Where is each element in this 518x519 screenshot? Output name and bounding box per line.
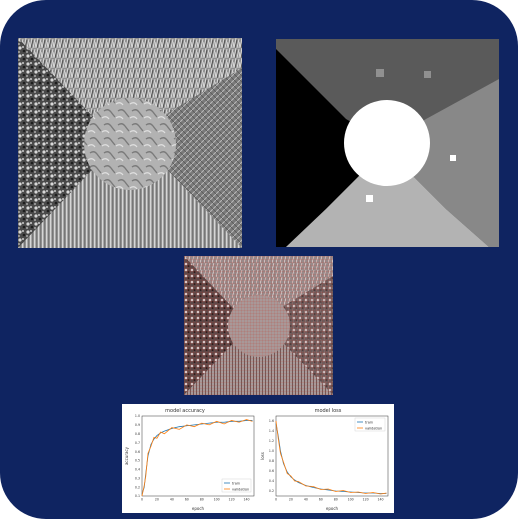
accuracy-ytick: 0.7	[135, 441, 140, 445]
accuracy-xtick: 120	[229, 498, 235, 502]
accuracy-xtick: 0	[141, 498, 143, 502]
accuracy-legend-train: train	[232, 482, 240, 486]
accuracy-xtick: 100	[214, 498, 220, 502]
accuracy-legend-validation: validation	[232, 488, 249, 492]
loss-series-validation	[275, 420, 387, 495]
accuracy-ytick: 0.8	[135, 432, 140, 436]
texture-mosaic-image	[18, 38, 242, 248]
loss-ytick: 0.8	[269, 459, 274, 463]
loss-xtick: 20	[289, 498, 293, 502]
loss-xtick: 120	[363, 498, 369, 502]
accuracy-ytick: 0.1	[135, 494, 140, 498]
loss-ylabel: loss	[260, 452, 265, 460]
loss-legend-train: train	[365, 421, 373, 425]
loss-xtick: 60	[319, 498, 323, 502]
accuracy-ytick: 0.3	[135, 476, 140, 480]
loss-xtick: 0	[275, 498, 277, 502]
segmentation-map-image	[276, 39, 499, 247]
loss-ytick: 1.0	[269, 449, 274, 453]
loss-ytick: 1.4	[269, 429, 274, 433]
loss-ytick: 1.2	[269, 439, 274, 443]
loss-legend-validation: validation	[365, 427, 382, 431]
accuracy-ytick: 0.9	[135, 423, 140, 427]
grid-overlay-image	[184, 256, 333, 395]
accuracy-xtick: 140	[243, 498, 249, 502]
accuracy-ytick: 0.5	[135, 459, 140, 463]
loss-xtick: 40	[304, 498, 308, 502]
accuracy-chart: model accuracy epoch accuracy 0.1 0.2 0.3 0…	[124, 408, 255, 511]
loss-ytick: 0.6	[269, 469, 274, 473]
accuracy-ytick: 0.2	[135, 485, 140, 489]
accuracy-ytick: 1.0	[135, 414, 140, 418]
accuracy-xtick: 60	[185, 498, 189, 502]
accuracy-title: model accuracy	[165, 408, 205, 414]
accuracy-legend: train validation	[221, 478, 252, 493]
loss-xtick: 140	[377, 498, 383, 502]
accuracy-xtick: 80	[200, 498, 204, 502]
accuracy-ytick: 0.6	[135, 450, 140, 454]
accuracy-axes	[141, 415, 255, 497]
loss-title: model loss	[315, 408, 342, 414]
loss-ytick: 0.4	[269, 479, 274, 483]
accuracy-series-validation	[141, 419, 253, 497]
loss-series-train	[275, 423, 387, 494]
loss-xtick: 100	[348, 498, 354, 502]
loss-xtick: 80	[334, 498, 338, 502]
accuracy-ytick: 0.4	[135, 468, 140, 472]
accuracy-xtick: 40	[170, 498, 174, 502]
accuracy-xlabel: epoch	[192, 506, 205, 511]
loss-axes	[275, 415, 389, 497]
accuracy-xtick: 20	[155, 498, 159, 502]
training-curves-figure: model accuracy epoch accuracy 0.1 0.2 0.3 0…	[122, 404, 394, 513]
loss-ytick: 1.6	[269, 419, 274, 423]
loss-chart: model loss epoch loss 0.2 0.4 0.6 0.8 1.0 1.2…	[260, 408, 389, 511]
loss-xlabel: epoch	[326, 506, 339, 511]
accuracy-ylabel: accuracy	[124, 446, 129, 465]
loss-legend: train validation	[354, 417, 386, 432]
loss-ytick: 0.2	[269, 489, 274, 493]
